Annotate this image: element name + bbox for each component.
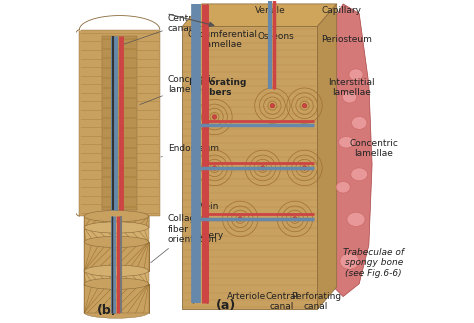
Ellipse shape <box>84 265 148 276</box>
Ellipse shape <box>84 265 148 276</box>
Text: (a): (a) <box>216 299 237 312</box>
Circle shape <box>292 217 297 221</box>
Text: Vein: Vein <box>200 202 219 211</box>
Ellipse shape <box>84 280 148 291</box>
Text: Concentric
lamellae: Concentric lamellae <box>140 75 217 105</box>
Ellipse shape <box>347 212 365 226</box>
Polygon shape <box>330 4 372 297</box>
Text: Periosteum: Periosteum <box>321 35 372 44</box>
Text: Central
canal: Central canal <box>265 292 299 311</box>
Text: Trabeculae of
spongy bone
(see Fig.6-6): Trabeculae of spongy bone (see Fig.6-6) <box>343 248 404 278</box>
Text: Interstitial
lamellae: Interstitial lamellae <box>328 78 374 97</box>
Ellipse shape <box>84 211 148 222</box>
Text: (b): (b) <box>97 304 118 317</box>
Circle shape <box>302 166 307 170</box>
Text: Circumferential
lamellae: Circumferential lamellae <box>188 30 257 49</box>
FancyBboxPatch shape <box>84 242 148 271</box>
Polygon shape <box>182 4 337 26</box>
Text: Central
canal: Central canal <box>122 14 201 45</box>
Circle shape <box>238 217 243 221</box>
Circle shape <box>261 166 265 170</box>
Text: Artery: Artery <box>196 231 224 240</box>
Text: Arteriole: Arteriole <box>227 292 266 301</box>
Ellipse shape <box>84 222 148 233</box>
Text: Collagen
fiber
orientation: Collagen fiber orientation <box>151 214 218 263</box>
Circle shape <box>302 103 307 108</box>
Ellipse shape <box>84 278 148 289</box>
FancyBboxPatch shape <box>102 36 137 210</box>
Ellipse shape <box>351 168 367 181</box>
FancyBboxPatch shape <box>84 216 148 227</box>
Circle shape <box>212 115 217 119</box>
Text: Venule: Venule <box>255 6 286 15</box>
Text: Capillary: Capillary <box>321 6 362 15</box>
Circle shape <box>212 166 217 170</box>
Ellipse shape <box>349 69 363 80</box>
Text: Endosteum: Endosteum <box>161 144 219 157</box>
Ellipse shape <box>343 91 356 103</box>
Polygon shape <box>318 4 337 309</box>
FancyBboxPatch shape <box>182 26 318 309</box>
FancyBboxPatch shape <box>84 271 148 285</box>
Ellipse shape <box>84 307 148 318</box>
FancyBboxPatch shape <box>84 284 148 313</box>
Ellipse shape <box>352 117 367 129</box>
FancyBboxPatch shape <box>80 30 160 216</box>
Ellipse shape <box>336 182 350 193</box>
Text: Concentric
lamellae: Concentric lamellae <box>349 139 398 158</box>
Ellipse shape <box>338 136 354 148</box>
Ellipse shape <box>84 222 148 233</box>
Ellipse shape <box>340 253 359 269</box>
Ellipse shape <box>84 236 148 247</box>
Circle shape <box>270 103 274 108</box>
FancyBboxPatch shape <box>84 227 148 242</box>
Text: Osteons: Osteons <box>257 32 294 41</box>
Ellipse shape <box>84 236 148 247</box>
Text: Perforating
fibers: Perforating fibers <box>189 78 247 97</box>
Text: Perforating
canal: Perforating canal <box>291 292 341 311</box>
